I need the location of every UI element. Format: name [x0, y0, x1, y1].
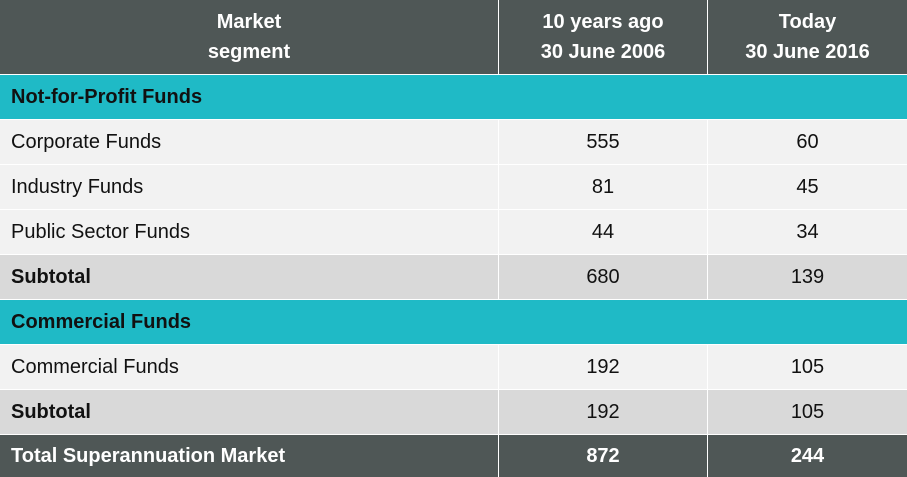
- row-value: 555: [499, 120, 707, 164]
- section-title: Commercial Funds: [0, 300, 907, 344]
- row-label: Corporate Funds: [0, 120, 498, 164]
- row-value: 34: [708, 210, 907, 254]
- subtotal-value: 192: [499, 390, 707, 434]
- total-value: 872: [499, 435, 707, 477]
- row-value: 192: [499, 345, 707, 389]
- header-text: Market: [216, 11, 282, 33]
- subtotal-value: 680: [499, 255, 707, 299]
- row-value: 105: [708, 345, 907, 389]
- subtotal-label: Subtotal: [0, 255, 498, 299]
- subtotal-value: 105: [708, 390, 907, 434]
- subtotal-label: Subtotal: [0, 390, 498, 434]
- row-label: Commercial Funds: [0, 345, 498, 389]
- total-value: 244: [708, 435, 907, 477]
- header-cell: Today 30 June 2016: [708, 0, 907, 74]
- row-label: Public Sector Funds: [0, 210, 498, 254]
- header-text: 30 June 2006: [540, 41, 666, 63]
- header-text: 30 June 2016: [745, 41, 870, 63]
- header-text: segment: [207, 41, 291, 63]
- row-value: 45: [708, 165, 907, 209]
- row-value: 44: [499, 210, 707, 254]
- header-cell: 10 years ago 30 June 2006: [499, 0, 707, 74]
- total-label: Total Superannuation Market: [0, 435, 498, 477]
- header-cell: Market segment: [0, 0, 498, 74]
- header-text: Today: [778, 11, 837, 33]
- header-text: 10 years ago: [542, 11, 664, 33]
- row-value: 60: [708, 120, 907, 164]
- row-label: Industry Funds: [0, 165, 498, 209]
- row-value: 81: [499, 165, 707, 209]
- subtotal-value: 139: [708, 255, 907, 299]
- section-title: Not-for-Profit Funds: [0, 75, 907, 119]
